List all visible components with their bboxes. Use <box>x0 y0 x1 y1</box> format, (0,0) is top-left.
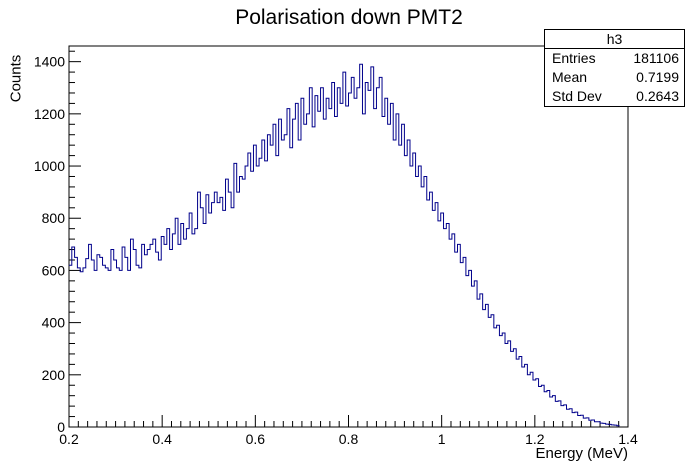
x-tick-label: 0.8 <box>339 431 359 447</box>
stats-label: Mean <box>552 69 588 85</box>
x-tick-label: 1 <box>438 431 446 447</box>
stats-box-title: h3 <box>545 30 684 49</box>
y-tick-label: 600 <box>42 262 66 278</box>
x-tick-label: 0.4 <box>152 431 172 447</box>
stats-label: Entries <box>552 50 596 66</box>
y-tick-label: 1000 <box>34 158 65 174</box>
x-tick-label: 1.2 <box>525 431 545 447</box>
y-tick-label: 1200 <box>34 106 65 122</box>
stats-row-mean: Mean 0.7199 <box>545 68 684 87</box>
stats-value: 0.2643 <box>636 88 679 104</box>
y-tick-label: 1400 <box>34 54 65 70</box>
y-axis-label: Counts <box>7 54 25 103</box>
x-axis-label: Energy (MeV) <box>535 445 628 462</box>
y-tick-label: 0 <box>57 419 65 435</box>
x-tick-label: 0.2 <box>59 431 79 447</box>
y-tick-label: 200 <box>42 367 66 383</box>
stats-row-stddev: Std Dev 0.2643 <box>545 87 684 106</box>
y-tick-label: 800 <box>42 210 66 226</box>
y-tick-label: 400 <box>42 315 66 331</box>
stats-label: Std Dev <box>552 88 602 104</box>
x-tick-label: 1.4 <box>618 431 638 447</box>
chart-title: Polarisation down PMT2 <box>235 6 463 29</box>
stats-value: 181106 <box>633 50 679 66</box>
stats-box: h3 Entries 181106 Mean 0.7199 Std Dev 0.… <box>544 29 685 107</box>
histogram-series <box>69 63 620 427</box>
stats-value: 0.7199 <box>636 69 679 85</box>
x-tick-label: 0.6 <box>246 431 266 447</box>
stats-row-entries: Entries 181106 <box>545 49 684 68</box>
